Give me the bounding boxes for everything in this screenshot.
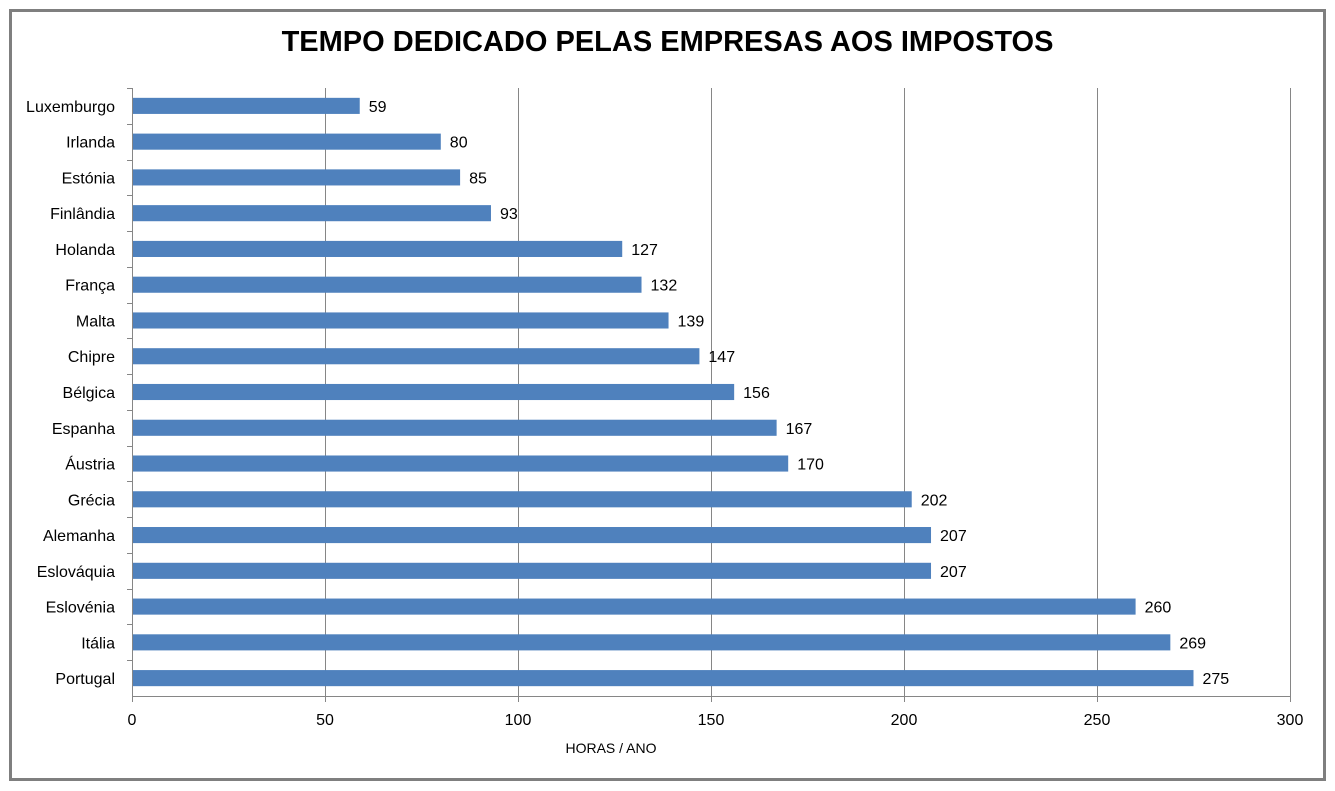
category-label: Irlanda <box>66 135 115 152</box>
x-tick-label: 150 <box>698 712 725 729</box>
value-label: 207 <box>940 564 967 581</box>
category-label: Áustria <box>65 455 115 474</box>
category-label: Itália <box>81 635 115 652</box>
category-label: Estónia <box>62 170 115 187</box>
bar-alemanha <box>133 527 932 544</box>
x-tick-label: 300 <box>1277 712 1304 729</box>
value-label: 170 <box>797 457 824 474</box>
category-label: Portugal <box>55 671 115 688</box>
bar-eslovénia <box>133 598 1136 615</box>
value-label: 59 <box>369 99 387 116</box>
bar-itália <box>133 634 1171 651</box>
x-tick-label: 250 <box>1084 712 1111 729</box>
value-label: 127 <box>631 242 658 259</box>
x-tick-label: 100 <box>505 712 532 729</box>
value-label: 85 <box>469 170 487 187</box>
category-label: Alemanha <box>43 528 115 545</box>
value-label: 260 <box>1145 600 1172 617</box>
category-label: Eslováquia <box>37 564 115 581</box>
category-label: Eslovénia <box>46 600 115 617</box>
value-label: 139 <box>678 313 705 330</box>
x-tick-label: 50 <box>316 712 334 729</box>
category-label: Espanha <box>52 421 115 438</box>
x-tick-label: 0 <box>128 712 137 729</box>
category-label: Grécia <box>68 492 115 509</box>
category-label: Chipre <box>68 349 115 366</box>
category-label: França <box>65 278 115 295</box>
value-label: 147 <box>708 349 735 366</box>
bar-malta <box>133 312 669 329</box>
axes <box>127 88 1291 702</box>
chart-title: TEMPO DEDICADO PELAS EMPRESAS AOS IMPOST… <box>281 26 1054 58</box>
bar-irlanda <box>133 133 441 150</box>
value-label: 207 <box>940 528 967 545</box>
bar-grécia <box>133 491 912 508</box>
value-label: 202 <box>921 492 948 509</box>
value-label: 80 <box>450 135 468 152</box>
bar-frança <box>133 276 642 293</box>
bar-espanha <box>133 419 777 436</box>
category-label: Finlândia <box>50 206 115 223</box>
bar-luxemburgo <box>133 97 360 114</box>
bars <box>133 97 1194 687</box>
bar-holanda <box>133 240 623 257</box>
value-label: 269 <box>1179 635 1206 652</box>
category-label: Luxemburgo <box>26 99 115 116</box>
value-label: 167 <box>786 421 813 438</box>
category-label: Malta <box>76 313 115 330</box>
bar-estónia <box>133 169 461 186</box>
value-label: 132 <box>651 278 678 295</box>
value-label: 275 <box>1203 671 1230 688</box>
bar-finlândia <box>133 205 491 222</box>
category-label: Bélgica <box>63 385 116 402</box>
bar-eslováquia <box>133 562 932 579</box>
bar-portugal <box>133 670 1194 687</box>
x-axis-title: HORAS / ANO <box>565 740 656 756</box>
category-label: Holanda <box>55 242 115 259</box>
bar-chipre <box>133 348 700 365</box>
x-tick-label: 200 <box>891 712 918 729</box>
value-label: 93 <box>500 206 518 223</box>
labels: 0 50 100 150 200 250 300 Luxemburgo 59 Irlanda 80 E… <box>26 99 1303 729</box>
bar-bélgica <box>133 383 735 401</box>
value-label: 156 <box>743 385 770 402</box>
bar-áustria <box>133 455 789 472</box>
